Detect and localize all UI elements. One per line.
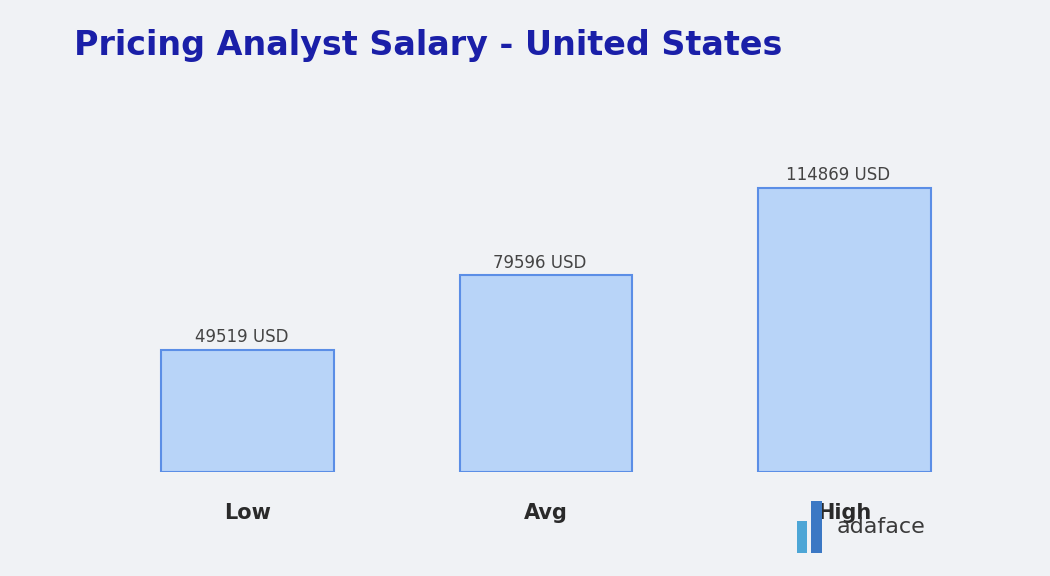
Text: Pricing Analyst Salary - United States: Pricing Analyst Salary - United States [74, 29, 782, 62]
Bar [758, 188, 930, 472]
Bar [460, 275, 632, 472]
Bar [162, 350, 334, 472]
Text: Avg: Avg [524, 503, 568, 523]
Text: 49519 USD: 49519 USD [195, 328, 289, 346]
Bar [812, 501, 822, 553]
Bar [797, 521, 807, 553]
Text: 114869 USD: 114869 USD [786, 166, 890, 184]
Text: adaface: adaface [837, 517, 926, 537]
Text: 79596 USD: 79596 USD [494, 253, 587, 272]
Text: Low: Low [225, 503, 271, 523]
Text: High: High [817, 503, 871, 523]
